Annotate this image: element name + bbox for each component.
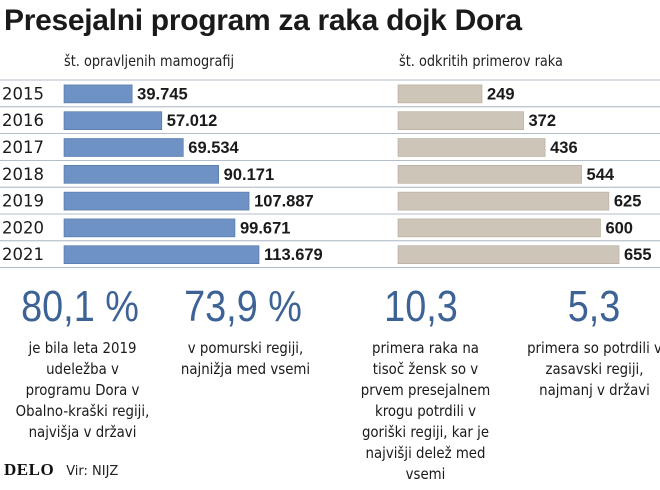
value-label-cancer-cases: 600	[605, 219, 633, 237]
stat-desc-4: primera so potrdili v zasavski regiji, n…	[527, 339, 660, 399]
source-credit: Vir: NIJZ	[66, 464, 119, 479]
stat-value-3: 10,3	[384, 282, 458, 331]
value-label-cancer-cases: 655	[624, 246, 652, 264]
bar-cancer-cases	[397, 218, 601, 238]
bar-cancer-cases	[397, 245, 620, 264]
bar-cancer-cases	[397, 84, 483, 104]
chart-title-mammographies: št. opravljenih mamografij	[64, 52, 235, 70]
year-label: 2016	[2, 111, 44, 130]
value-label-mammographies: 107.887	[254, 193, 314, 211]
bar-cancer-cases	[397, 138, 546, 157]
chart-title-cancer-cases: št. odkritih primerov raka	[399, 52, 563, 70]
year-label: 2019	[2, 192, 44, 211]
year-label: 2017	[2, 138, 44, 157]
value-label-cancer-cases: 544	[587, 166, 615, 184]
bar-cancer-cases	[397, 191, 610, 211]
bar-mammographies	[63, 138, 184, 157]
value-label-cancer-cases: 372	[529, 112, 557, 130]
bar-mammographies	[63, 191, 250, 211]
bar-mammographies	[63, 218, 236, 238]
value-label-mammographies: 90.171	[224, 166, 274, 184]
value-label-cancer-cases: 436	[550, 139, 578, 157]
value-label-mammographies: 39.745	[137, 85, 187, 103]
bar-cancer-cases	[397, 111, 524, 130]
year-label: 2020	[2, 218, 44, 237]
page-title: Presejalni program za raka dojk Dora	[4, 4, 522, 37]
value-label-cancer-cases: 625	[614, 193, 642, 211]
footer: DELO Vir: NIJZ	[4, 460, 118, 480]
value-label-cancer-cases: 249	[487, 85, 515, 103]
stat-desc-1: je bila leta 2019 udeležba v programu Do…	[15, 339, 150, 441]
value-label-mammographies: 99.671	[240, 219, 290, 237]
value-label-mammographies: 113.679	[264, 246, 323, 264]
stat-desc-3: primera raka na tisoč žensk so v prvem p…	[360, 339, 491, 483]
bar-mammographies	[63, 245, 260, 264]
year-label: 2018	[2, 165, 44, 184]
bar-mammographies	[63, 165, 219, 184]
bar-charts: 2015 39.745 249 2016 57.012 372 2017 69.534 436 2…	[0, 79, 660, 269]
value-label-mammographies: 69.534	[188, 139, 239, 157]
year-label: 2015	[2, 84, 44, 103]
delo-logo: DELO	[4, 460, 55, 479]
value-label-mammographies: 57.012	[167, 112, 217, 130]
year-label: 2021	[2, 245, 44, 264]
bar-cancer-cases	[397, 165, 582, 184]
bar-mammographies	[63, 111, 163, 130]
stat-value-4: 5,3	[567, 282, 621, 331]
stat-desc-2: v pomurski regiji, najnižja med vsemi	[180, 339, 311, 378]
stat-value-2: 73,9 %	[184, 282, 302, 331]
stat-value-1: 80,1 %	[21, 282, 139, 331]
bar-mammographies	[63, 84, 133, 104]
